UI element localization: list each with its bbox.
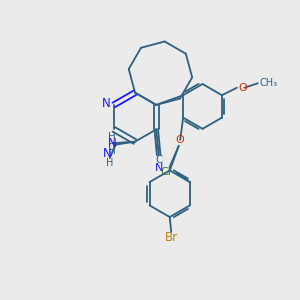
Text: H: H [108,146,116,156]
Text: O: O [238,83,247,93]
Text: H: H [108,140,116,150]
Text: O: O [176,135,184,145]
Text: N: N [155,163,164,173]
Text: Cl: Cl [160,167,171,177]
Text: CH₃: CH₃ [259,78,278,88]
Text: H: H [106,158,113,168]
Text: Br: Br [165,231,178,244]
Text: H: H [108,132,116,142]
Text: C: C [156,155,163,165]
Text: N: N [103,147,112,160]
Text: N: N [108,136,116,150]
Text: N: N [101,97,110,110]
